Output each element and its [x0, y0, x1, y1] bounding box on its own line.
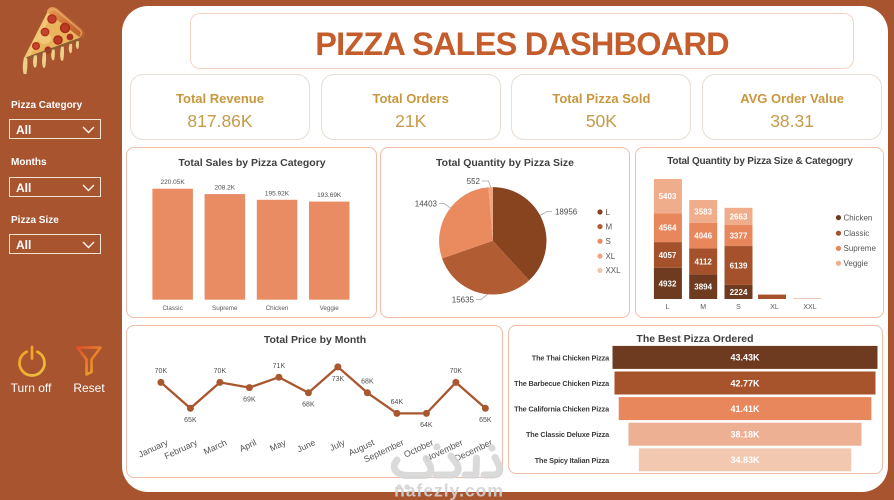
svg-text:Veggie: Veggie [843, 259, 868, 268]
svg-text:M: M [700, 304, 706, 311]
svg-text:64K: 64K [421, 422, 434, 429]
svg-text:The Thai Chicken Pizza: The Thai Chicken Pizza [532, 353, 610, 362]
svg-text:L: L [665, 304, 669, 311]
svg-text:70K: 70K [450, 368, 463, 375]
svg-text:18956: 18956 [555, 208, 578, 217]
svg-text:Total Quantity by Pizza Size: Total Quantity by Pizza Size [436, 158, 574, 169]
svg-text:65K: 65K [480, 417, 493, 424]
svg-text:68K: 68K [362, 378, 375, 385]
svg-text:4057: 4057 [658, 251, 676, 260]
svg-text:64K: 64K [391, 399, 404, 406]
svg-text:4564: 4564 [658, 224, 676, 233]
svg-text:Chicken: Chicken [843, 214, 872, 223]
svg-text:3583: 3583 [694, 208, 712, 217]
svg-text:Classic: Classic [843, 229, 869, 238]
svg-text:73K: 73K [332, 375, 345, 382]
svg-text:70K: 70K [155, 368, 168, 375]
svg-text:69K: 69K [244, 396, 257, 403]
svg-text:34.83K: 34.83K [731, 455, 760, 465]
svg-text:Veggie: Veggie [320, 305, 340, 312]
svg-text:L: L [605, 208, 610, 217]
svg-text:March: March [202, 437, 228, 456]
svg-text:May: May [268, 437, 288, 453]
svg-text:4046: 4046 [694, 232, 712, 241]
svg-text:4932: 4932 [658, 280, 676, 289]
svg-text:XXL: XXL [803, 304, 816, 311]
svg-text:S: S [605, 237, 610, 246]
svg-text:14403: 14403 [415, 200, 438, 209]
svg-text:6139: 6139 [729, 262, 747, 271]
svg-text:3377: 3377 [729, 232, 747, 241]
svg-text:Total Quantity by Pizza Size &: Total Quantity by Pizza Size & Categogry [667, 156, 853, 167]
svg-text:Supreme: Supreme [212, 305, 238, 312]
svg-text:The Spicy Italian Pizza: The Spicy Italian Pizza [535, 455, 610, 464]
svg-text:XL: XL [770, 304, 779, 311]
svg-text:38.18K: 38.18K [731, 429, 760, 439]
svg-text:220.05K: 220.05K [161, 179, 186, 186]
svg-text:XL: XL [605, 252, 615, 261]
svg-text:70K: 70K [214, 368, 227, 375]
svg-text:April: April [238, 437, 258, 454]
svg-text:65K: 65K [185, 417, 198, 424]
svg-text:S: S [736, 304, 741, 311]
svg-text:5403: 5403 [658, 192, 676, 201]
svg-text:2663: 2663 [729, 213, 747, 222]
svg-text:The Classic Deluxe Pizza: The Classic Deluxe Pizza [526, 430, 610, 439]
svg-text:4112: 4112 [694, 258, 712, 267]
svg-text:42.77K: 42.77K [731, 378, 760, 388]
svg-text:The California Chicken Pizza: The California Chicken Pizza [514, 404, 610, 413]
svg-text:nafezly.com: nafezly.com [394, 481, 504, 500]
svg-text:3894: 3894 [694, 283, 712, 292]
svg-text:193.69K: 193.69K [317, 192, 342, 199]
svg-text:15635: 15635 [452, 296, 475, 305]
svg-text:2224: 2224 [729, 288, 747, 297]
svg-text:Classic: Classic [162, 305, 182, 312]
svg-text:Total Sales by Pizza Category: Total Sales by Pizza Category [178, 158, 325, 169]
svg-text:February: February [163, 437, 200, 461]
svg-text:XXL: XXL [605, 266, 621, 275]
svg-text:Chicken: Chicken [266, 305, 289, 312]
svg-text:43.43K: 43.43K [731, 352, 760, 362]
svg-text:195.92K: 195.92K [265, 191, 290, 198]
svg-text:July: July [328, 437, 347, 453]
svg-text:The Best Pizza Ordered: The Best Pizza Ordered [636, 334, 753, 345]
svg-text:M: M [605, 223, 612, 232]
svg-text:June: June [296, 437, 318, 454]
svg-text:552: 552 [467, 177, 481, 186]
svg-text:41.41K: 41.41K [731, 403, 760, 413]
svg-text:208.2K: 208.2K [215, 185, 236, 192]
svg-text:71K: 71K [273, 362, 286, 369]
svg-text:68K: 68K [303, 401, 316, 408]
svg-text:Total Price by Month: Total Price by Month [264, 335, 366, 346]
svg-text:Supreme: Supreme [843, 244, 876, 253]
svg-text:The Barbecue Chicken Pizza: The Barbecue Chicken Pizza [514, 379, 610, 388]
